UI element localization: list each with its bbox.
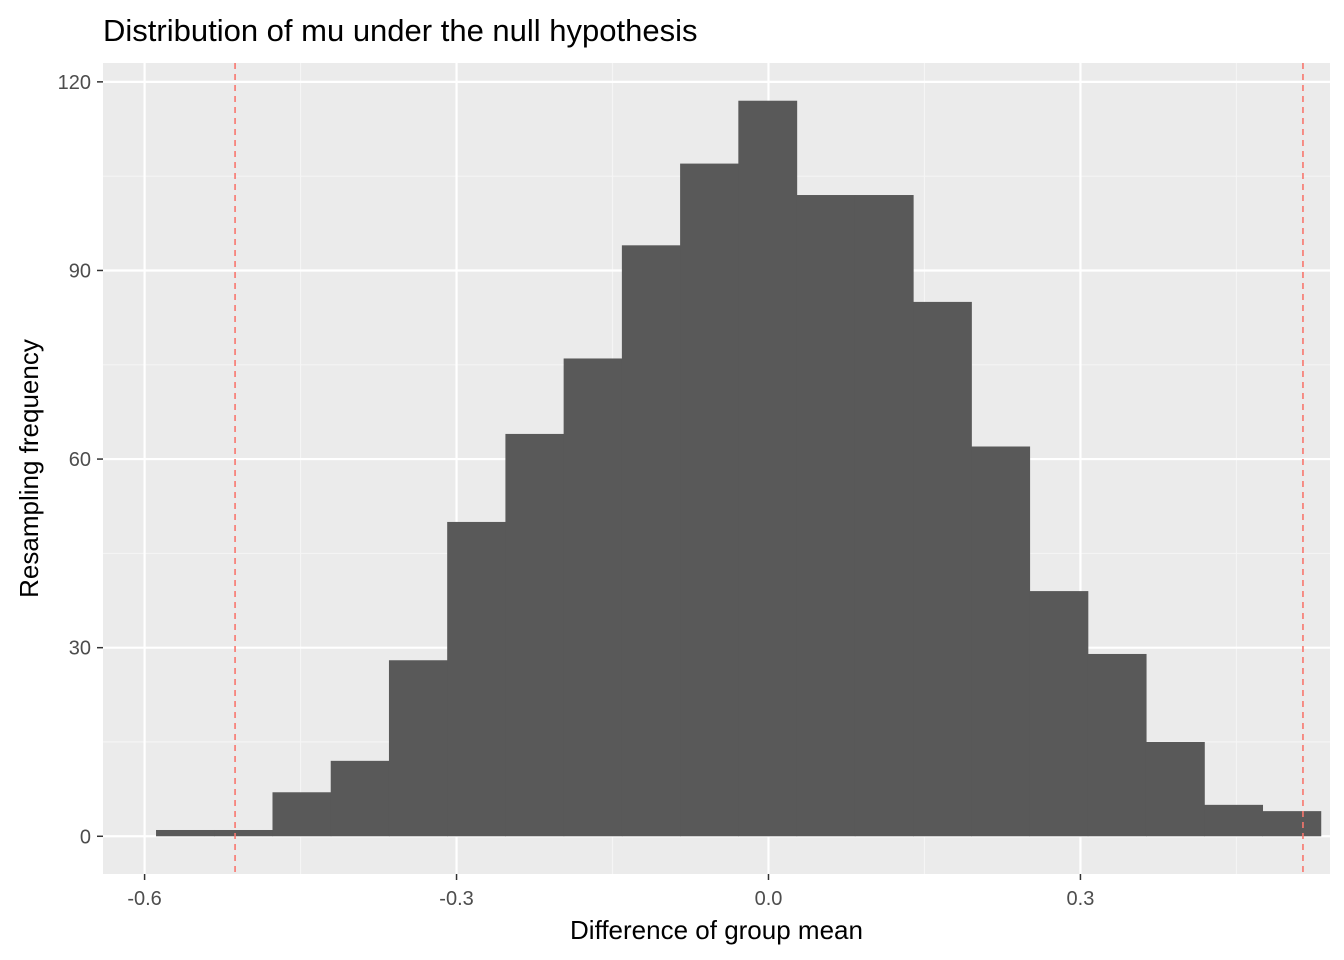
chart-title: Distribution of mu under the null hypoth… xyxy=(103,13,698,48)
y-tick-label: 90 xyxy=(69,260,91,282)
histogram-bar xyxy=(1262,811,1322,837)
histogram-bars xyxy=(156,100,1322,837)
y-axis-title: Resampling frequency xyxy=(14,339,44,598)
histogram-bar xyxy=(388,660,448,837)
histogram-bar xyxy=(854,195,914,837)
histogram-bar xyxy=(505,433,565,837)
y-tick-label: 0 xyxy=(80,826,91,848)
x-axis-title: Difference of group mean xyxy=(570,915,863,945)
y-axis-ticks: 0 30 60 90 120 xyxy=(58,72,103,848)
histogram-bar xyxy=(971,446,1031,837)
histogram-bar xyxy=(156,829,215,837)
x-axis-ticks: -0.6 -0.3 0.0 0.3 xyxy=(127,874,1094,910)
histogram-bar xyxy=(621,245,681,837)
histogram-bar xyxy=(330,760,390,837)
histogram-bar xyxy=(214,829,274,837)
histogram-bar xyxy=(563,358,623,837)
y-tick-label: 30 xyxy=(69,638,91,660)
histogram-bar xyxy=(1145,741,1205,837)
histogram-bar xyxy=(796,195,856,837)
histogram-bar xyxy=(738,100,798,837)
x-tick-label: 0.0 xyxy=(755,888,783,910)
histogram-bar xyxy=(272,792,332,837)
histogram-bar xyxy=(1087,653,1147,837)
histogram-bar xyxy=(913,301,972,837)
y-tick-label: 60 xyxy=(69,449,91,471)
histogram-bar xyxy=(680,163,739,837)
histogram-bar xyxy=(447,521,507,837)
x-tick-label: -0.6 xyxy=(127,888,161,910)
reference-lines xyxy=(234,63,1304,874)
x-tick-label: -0.3 xyxy=(439,888,473,910)
histogram-bar xyxy=(1029,591,1089,837)
x-tick-label: 0.3 xyxy=(1067,888,1095,910)
histogram-bar xyxy=(1204,804,1264,837)
y-tick-label: 120 xyxy=(58,72,91,94)
